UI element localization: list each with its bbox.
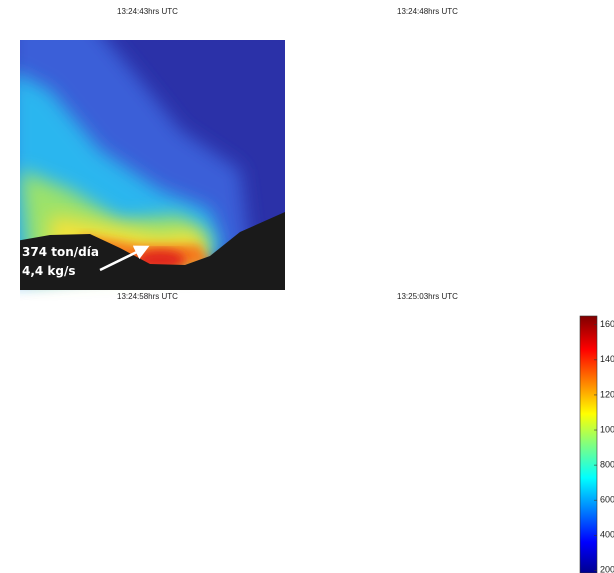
colorbar-tick-label: 1200 [600, 389, 614, 399]
rate-label: 4,4 kg/s [22, 264, 76, 278]
flux-label: 454 ton/día [302, 530, 379, 544]
thermal-image: 412 ton/día 4,8 kg/s [290, 20, 565, 290]
plume-green [20, 455, 210, 565]
plume-blue [290, 20, 530, 280]
panel-time: 13:24:58hrs UTC [117, 292, 178, 301]
rate-label: 4,8 kg/s [302, 264, 356, 278]
plume-blue [10, 305, 250, 565]
panel-time: 13:24:43hrs UTC [117, 7, 178, 16]
plume-yellow [330, 215, 490, 275]
arrow [380, 533, 425, 555]
thermal-image: 444 ton/día 5,1 kg/s [10, 305, 285, 573]
background [290, 305, 565, 573]
colorbar-tick-label: 200 [600, 565, 614, 573]
plume-cyan [290, 355, 505, 565]
arrow [100, 533, 145, 555]
plume-red [418, 250, 478, 270]
colorbar-tick-label: 1400 [600, 354, 614, 364]
plume-green [300, 170, 490, 280]
colorbar-tick-label: 400 [600, 530, 614, 540]
plume-orange [70, 520, 210, 555]
plume-cyan [10, 355, 225, 565]
panel-time: 13:25:03hrs UTC [397, 292, 458, 301]
rate-label: 5,2 kg/s [302, 549, 356, 563]
figure: 13:24:43hrs UTC 374 ton/día 4,4 kg/s 13:24:… [0, 0, 614, 573]
background [290, 20, 565, 290]
colorbar-tick-label: 1600 [600, 319, 614, 329]
ground [290, 497, 565, 573]
plume-orange [355, 235, 490, 270]
colorbar-tick-label: 800 [600, 459, 614, 469]
plume-yellow [50, 500, 210, 560]
background [10, 305, 285, 573]
plume-red [141, 535, 211, 555]
panel-time: 13:24:48hrs UTC [397, 7, 458, 16]
plume-green [300, 455, 490, 565]
rate-label: 5,1 kg/s [22, 549, 76, 563]
plume-yellow [330, 500, 490, 560]
colorbar-tick-label: 1000 [600, 424, 614, 434]
flux-label: 412 ton/día [302, 245, 379, 259]
flux-label: 374 ton/día [22, 245, 99, 259]
page: {"panels": [ {"time": "13:24:43hrs UTC",… [0, 0, 614, 573]
plume-blue [290, 305, 530, 565]
arrow [380, 248, 425, 270]
ground [10, 497, 285, 573]
colorbar [580, 316, 597, 573]
ground [290, 212, 565, 290]
colorbar-tick-label: 600 [600, 495, 614, 505]
plume-red [424, 535, 504, 555]
flux-label: 444 ton/día [22, 530, 99, 544]
thermal-image: 454 ton/día 5,2 kg/s [290, 305, 565, 573]
plume-cyan [290, 70, 505, 280]
thermal-image: 374 ton/día 4,4 kg/s [10, 20, 285, 290]
plume-orange [345, 520, 490, 555]
